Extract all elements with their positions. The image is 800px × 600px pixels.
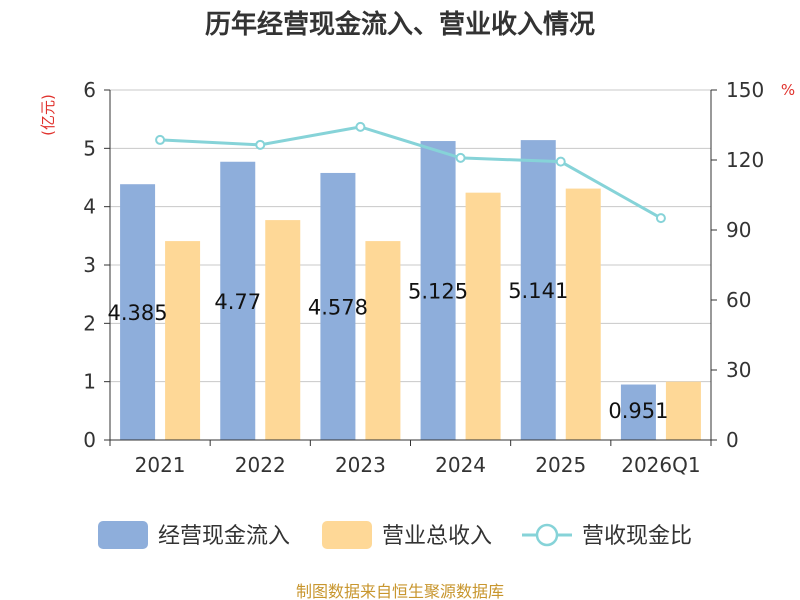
bar-cash-inflow xyxy=(320,172,356,440)
legend-label: 营业总收入 xyxy=(382,524,492,549)
right-axis-unit: % xyxy=(781,81,795,99)
legend-marker xyxy=(535,523,559,547)
bar-revenue xyxy=(665,381,701,440)
legend-label: 营收现金比 xyxy=(582,524,692,549)
left-axis-tick-label: 5 xyxy=(83,136,96,160)
data-label-cash-inflow: 0.951 xyxy=(608,399,668,423)
bar-cash-inflow xyxy=(120,184,156,440)
legend: 经营现金流入 营业总收入 营收现金比 xyxy=(98,521,692,549)
bar-cash-inflow xyxy=(420,141,456,440)
data-label-cash-inflow: 5.141 xyxy=(508,279,568,303)
ratio-point xyxy=(155,134,166,145)
ratio-point xyxy=(355,121,366,132)
left-axis-tick-label: 4 xyxy=(83,195,96,219)
right-axis-tick-label: 90 xyxy=(726,218,751,242)
data-label-cash-inflow: 4.385 xyxy=(108,301,168,325)
bar-revenue xyxy=(365,241,401,440)
ratio-point xyxy=(255,139,266,150)
left-axis-tick-label: 6 xyxy=(83,78,96,102)
left-axis-tick-label: 0 xyxy=(83,428,96,452)
x-axis-tick-label: 2021 xyxy=(135,453,186,477)
right-axis-tick-label: 150 xyxy=(726,78,764,102)
x-axis-tick-label: 2026Q1 xyxy=(621,453,700,477)
right-axis-tick-label: 60 xyxy=(726,288,751,312)
bar-revenue xyxy=(265,220,301,440)
bar-revenue xyxy=(465,192,501,440)
chart-title: 历年经营现金流入、营业收入情况 xyxy=(205,9,595,40)
data-label-cash-inflow: 4.578 xyxy=(308,295,368,319)
x-axis-tick-label: 2025 xyxy=(535,453,586,477)
x-axis-tick-label: 2023 xyxy=(335,453,386,477)
ratio-point xyxy=(455,152,466,163)
right-axis-tick-label: 120 xyxy=(726,148,764,172)
left-axis-unit: (亿元) xyxy=(39,94,57,136)
data-label-cash-inflow: 5.125 xyxy=(408,280,468,304)
bar-cash-inflow xyxy=(520,140,556,440)
legend-label: 经营现金流入 xyxy=(158,524,290,549)
left-axis-tick-label: 2 xyxy=(83,311,96,335)
bar-cash-inflow xyxy=(620,384,656,440)
left-axis-tick-label: 3 xyxy=(83,253,96,277)
legend-swatch xyxy=(322,521,372,549)
data-label-cash-inflow: 4.77 xyxy=(214,290,261,314)
ratio-point xyxy=(555,156,566,167)
bar-revenue xyxy=(565,188,601,440)
legend-swatch xyxy=(98,521,148,549)
source-note: 制图数据来自恒生聚源数据库 xyxy=(296,582,504,600)
ratio-point xyxy=(655,213,666,224)
left-axis-tick-label: 1 xyxy=(83,370,96,394)
right-axis-tick-label: 30 xyxy=(726,358,751,382)
ratio-line xyxy=(160,125,662,220)
x-axis-tick-label: 2022 xyxy=(235,453,286,477)
x-axis-tick-label: 2024 xyxy=(435,453,486,477)
bar-cash-inflow xyxy=(220,161,256,440)
bar-revenue xyxy=(165,241,201,440)
right-axis-tick-label: 0 xyxy=(726,428,739,452)
